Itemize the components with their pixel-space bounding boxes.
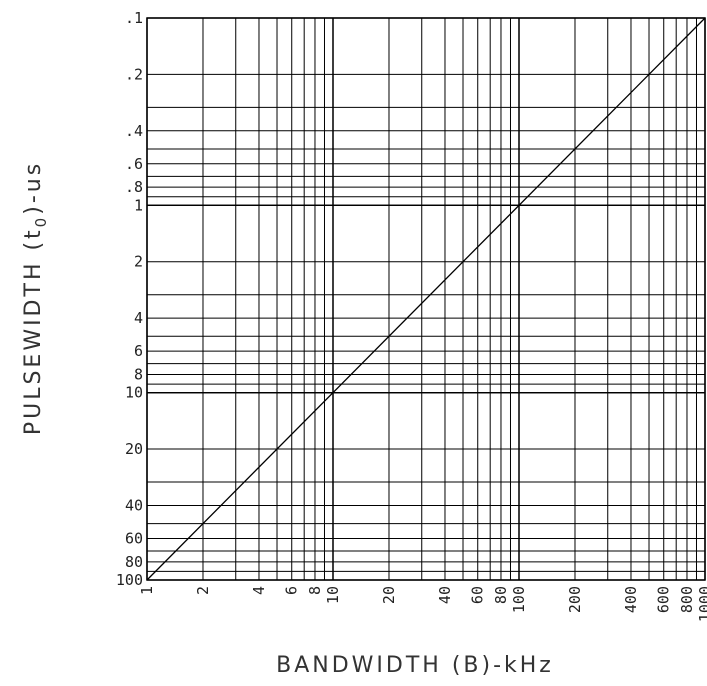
x-tick-label: 60: [469, 586, 487, 604]
x-tick-label: 400: [622, 586, 640, 613]
x-tick-label: 80: [492, 586, 510, 604]
y-tick-label: 40: [125, 496, 143, 514]
x-tick-label: 2: [194, 586, 212, 595]
y-tick-label: .6: [125, 155, 143, 173]
y-tick-label: 8: [134, 366, 143, 384]
x-tick-label: 8: [306, 586, 324, 595]
y-axis-title-subscript: 0: [32, 215, 50, 228]
x-tick-labels: 1 2 4 6 8 10 20 40 60 80 100 200 400 600 800 1000: [138, 586, 707, 622]
y-tick-label: 80: [125, 553, 143, 571]
x-tick-label: 800: [678, 586, 696, 613]
y-tick-label: 2: [134, 253, 143, 271]
y-axis-title-prefix: PULSEWIDTH (t: [21, 227, 46, 435]
x-tick-label: 20: [380, 586, 398, 604]
x-tick-label: 1: [138, 586, 156, 595]
y-tick-label: 6: [134, 342, 143, 360]
x-tick-label: 4: [250, 586, 268, 595]
x-tick-label: 6: [283, 586, 301, 595]
x-tick-label: 100: [510, 586, 528, 613]
x-tick-label: 1000: [696, 586, 707, 622]
y-axis-title: PULSEWIDTH (t0)-us: [21, 161, 50, 435]
x-tick-label: 10: [324, 586, 342, 604]
plot-frame: [146, 17, 706, 581]
x-axis-title: BANDWIDTH (B)-kHz: [276, 653, 554, 678]
y-tick-label: 20: [125, 440, 143, 458]
series-line: [146, 17, 706, 581]
y-tick-label: .1: [125, 9, 143, 27]
x-tick-label: 600: [655, 586, 673, 613]
y-tick-label: .2: [125, 65, 143, 83]
x-tick-label: 200: [566, 586, 584, 613]
y-tick-label: 4: [134, 309, 143, 327]
y-axis-title-suffix: )-us: [21, 161, 46, 215]
y-tick-label: 60: [125, 529, 143, 547]
y-tick-label: 1: [134, 196, 143, 214]
y-tick-label: 10: [125, 384, 143, 402]
vertical-grid-lines: [146, 18, 706, 580]
x-tick-label: 40: [436, 586, 454, 604]
y-tick-label: .8: [125, 178, 143, 196]
y-tick-label: 100: [116, 571, 143, 589]
y-tick-label: .4: [125, 122, 143, 140]
